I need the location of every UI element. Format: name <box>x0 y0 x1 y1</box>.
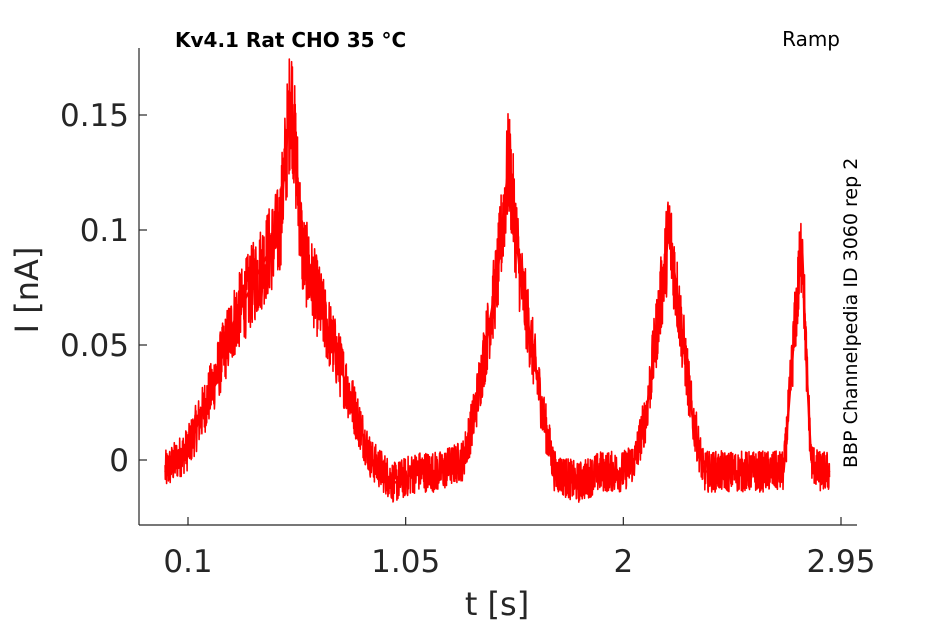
data-point <box>187 447 189 450</box>
data-point <box>553 470 556 473</box>
data-point <box>519 275 521 277</box>
current-envelope <box>164 91 830 485</box>
data-point <box>634 459 636 461</box>
data-point <box>290 91 292 93</box>
data-point <box>164 470 166 473</box>
protocol-label: Ramp <box>782 27 840 51</box>
data-point <box>787 413 790 415</box>
data-point <box>542 413 544 415</box>
x-tick-label: 2 <box>613 544 633 580</box>
data-point <box>645 413 647 415</box>
data-point <box>485 344 487 346</box>
data-point <box>473 413 476 415</box>
data-point <box>714 470 716 473</box>
x-tick-label: 0.1 <box>163 544 212 580</box>
data-point <box>702 470 705 473</box>
data-point <box>668 229 670 231</box>
data-point <box>576 482 579 484</box>
data-point <box>622 470 625 473</box>
data-point <box>370 459 373 461</box>
x-tick-label: 1.05 <box>371 544 440 580</box>
data-point <box>462 459 464 461</box>
x-tick-label: 2.95 <box>806 544 875 580</box>
data-point <box>691 413 693 415</box>
data-point <box>817 470 819 473</box>
y-tick-label: 0.05 <box>60 328 129 364</box>
x-axis-label: t [s] <box>465 585 529 623</box>
data-point <box>794 321 796 323</box>
y-tick-label: 0.1 <box>80 213 129 249</box>
y-axis-label: I [nA] <box>8 247 46 334</box>
data-point <box>801 240 803 243</box>
data-point <box>508 160 510 162</box>
x-axis: 0.1 1.05 2 2.95 <box>139 517 876 580</box>
data-point <box>496 275 499 277</box>
chart-title: Kv4.1 Rat CHO 35 °C <box>175 28 406 52</box>
y-tick-label: 0.15 <box>60 98 129 134</box>
data-point <box>210 390 212 392</box>
current-trace <box>164 58 831 503</box>
data-point <box>393 482 396 484</box>
data-point <box>828 470 831 473</box>
data-point <box>255 275 258 277</box>
data-point <box>679 321 682 323</box>
data-point <box>805 367 808 369</box>
y-axis: 0 0.05 0.1 0.15 <box>60 48 147 525</box>
data-point <box>278 229 281 231</box>
y-tick-label: 0 <box>109 443 129 479</box>
data-point <box>760 470 762 473</box>
data-point <box>599 470 602 473</box>
data-point <box>416 470 418 473</box>
data-point <box>530 344 533 346</box>
plot-series <box>164 58 831 503</box>
data-point <box>439 470 441 473</box>
data-point <box>737 470 739 473</box>
data-point <box>347 390 350 392</box>
data-point <box>656 321 659 323</box>
data-point <box>810 459 812 461</box>
side-label: BBP Channelpedia ID 3060 rep 2 <box>840 158 862 468</box>
data-point <box>782 470 785 473</box>
data-point <box>233 321 235 323</box>
data-point <box>301 252 304 254</box>
data-point <box>324 321 327 323</box>
